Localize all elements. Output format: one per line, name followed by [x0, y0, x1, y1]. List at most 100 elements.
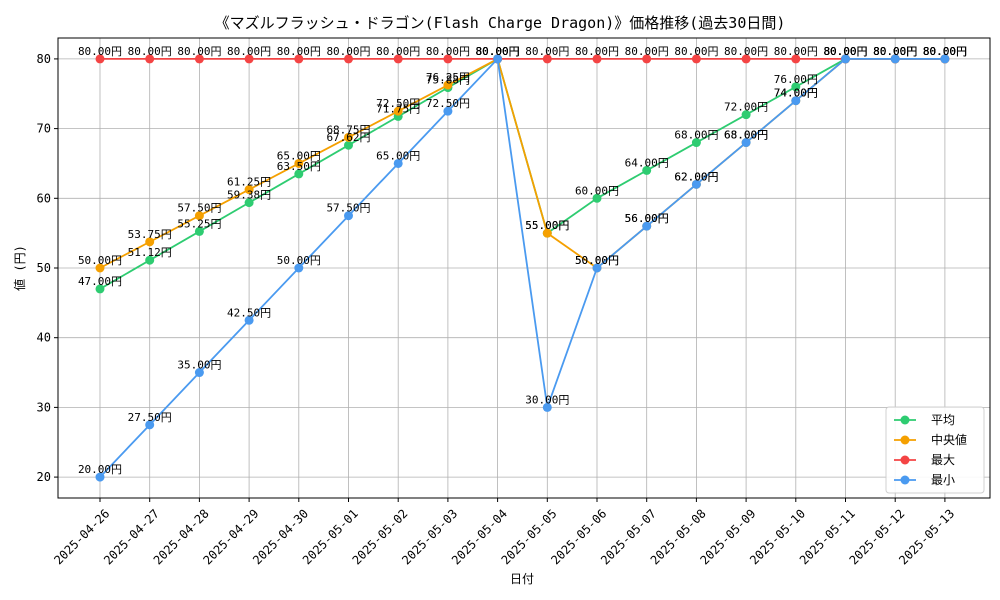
- series-2: [95, 54, 950, 64]
- data-point: [642, 221, 652, 231]
- data-label: 80.00円: [823, 45, 867, 58]
- data-label: 80.00円: [78, 45, 122, 58]
- data-point: [344, 140, 353, 150]
- data-point: [145, 420, 155, 430]
- data-point: [741, 54, 751, 64]
- data-label: 20.00円: [78, 463, 122, 476]
- data-label: 55.25円: [177, 217, 221, 230]
- data-point: [940, 54, 950, 64]
- data-point: [791, 96, 801, 106]
- data-point: [691, 54, 701, 64]
- data-label: 62.00円: [674, 170, 718, 183]
- data-point: [95, 472, 105, 482]
- data-point: [542, 54, 552, 64]
- data-point: [244, 198, 254, 208]
- data-point: [393, 106, 403, 116]
- legend-box: [885, 406, 985, 494]
- data-label: 68.00円: [724, 129, 768, 142]
- data-point: [294, 263, 304, 273]
- legend-swatch-marker: [900, 435, 910, 445]
- data-label: 80.00円: [873, 45, 917, 58]
- data-label: 80.00円: [823, 45, 867, 58]
- data-label: 65.00円: [277, 149, 321, 162]
- data-label: 56.00円: [625, 212, 669, 225]
- data-point: [344, 54, 353, 64]
- data-point: [145, 255, 155, 265]
- y-tick-label: 50: [37, 261, 51, 275]
- legend-entry: 中央値: [931, 432, 967, 447]
- data-point: [443, 106, 453, 116]
- data-point: [145, 237, 155, 247]
- data-label: 80.00円: [476, 45, 520, 58]
- y-tick-label: 70: [37, 122, 51, 136]
- data-label: 80.00円: [476, 45, 520, 58]
- legend-entry: 最大: [931, 453, 955, 467]
- data-label: 80.00円: [177, 45, 221, 58]
- data-label: 50.00円: [78, 254, 122, 267]
- data-point: [592, 193, 602, 203]
- data-label: 35.00円: [177, 359, 221, 372]
- data-point: [244, 185, 254, 195]
- data-label: 71.75円: [376, 102, 420, 115]
- y-tick-label: 80: [37, 52, 51, 66]
- data-point: [642, 54, 652, 64]
- data-label: 63.50円: [277, 160, 321, 173]
- axis-ticks: 203040506070802025-04-262025-04-272025-0…: [37, 52, 958, 568]
- data-label: 80.00円: [923, 45, 967, 58]
- y-tick-label: 60: [37, 191, 51, 205]
- data-point: [741, 138, 751, 148]
- y-tick-label: 30: [37, 400, 51, 414]
- legend-entry: 最小: [931, 473, 955, 487]
- data-label: 80.00円: [476, 45, 520, 58]
- data-point: [145, 54, 155, 64]
- data-label: 74.00円: [774, 87, 818, 100]
- data-point: [344, 211, 353, 221]
- data-label: 76.00円: [774, 73, 818, 86]
- data-label: 53.75円: [128, 228, 172, 241]
- series-line: [99, 56, 945, 478]
- data-point: [493, 54, 503, 64]
- legend-swatch-marker: [900, 455, 910, 465]
- data-point: [194, 368, 204, 378]
- data-label: 27.50円: [128, 411, 172, 424]
- data-label: 80.00円: [923, 45, 967, 58]
- legend-swatch-marker: [900, 415, 910, 425]
- data-point: [393, 158, 403, 168]
- data-label: 80.00円: [873, 45, 917, 58]
- data-label: 80.00円: [525, 45, 569, 58]
- data-point: [244, 54, 254, 64]
- data-point: [691, 138, 701, 148]
- series-group: [95, 54, 950, 482]
- data-label: 75.88円: [426, 74, 470, 87]
- data-label: 80.00円: [674, 45, 718, 58]
- data-label: 80.00円: [476, 45, 520, 58]
- series-0: [95, 54, 950, 294]
- data-label: 56.00円: [625, 212, 669, 225]
- data-point: [841, 54, 850, 64]
- data-label: 68.00円: [724, 129, 768, 142]
- chart-title: 《マズルフラッシュ・ドラゴン(Flash Charge Dragon)》価格推移…: [215, 14, 786, 32]
- data-label: 80.00円: [873, 45, 917, 58]
- data-label: 80.00円: [227, 45, 271, 58]
- data-label: 80.00円: [873, 45, 917, 58]
- data-label: 65.00円: [376, 149, 420, 162]
- data-label: 80.00円: [625, 45, 669, 58]
- data-point: [592, 263, 602, 273]
- series-line: [99, 57, 945, 290]
- x-axis-label: 日付: [510, 572, 534, 586]
- data-label: 80.00円: [774, 45, 818, 58]
- data-point: [443, 54, 453, 64]
- data-point: [642, 165, 652, 175]
- data-point: [443, 80, 453, 90]
- data-label: 47.00円: [78, 275, 122, 288]
- data-point: [95, 284, 105, 294]
- data-point: [244, 315, 254, 325]
- data-point: [791, 82, 801, 92]
- data-label: 80.00円: [724, 45, 768, 58]
- data-label: 72.50円: [426, 97, 470, 110]
- data-label: 30.00円: [525, 393, 569, 406]
- data-label: 60.00円: [575, 184, 619, 197]
- data-label: 74.00円: [774, 87, 818, 100]
- data-point: [294, 158, 304, 168]
